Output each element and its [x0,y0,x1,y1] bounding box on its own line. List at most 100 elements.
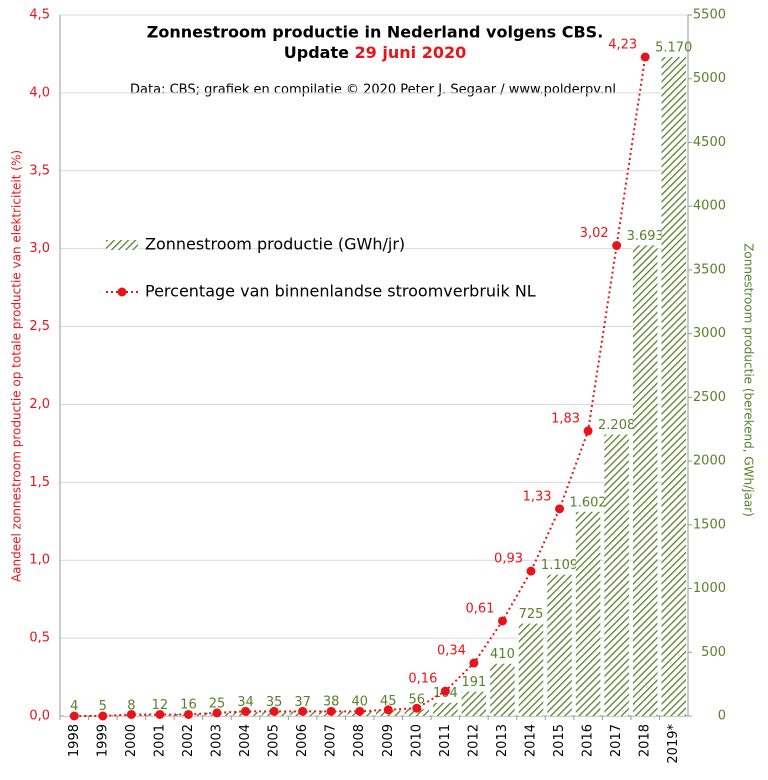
bar [575,511,601,716]
point [126,709,136,719]
x-tick-label: 2000 [124,724,139,757]
bar-value-label: 37 [294,695,311,710]
x-tick-label: 2013 [495,724,510,757]
y2-tick-label: 0 [718,709,726,724]
x-tick-label: 2006 [295,724,310,757]
bar [433,702,458,716]
x-tick-label: 1999 [95,724,110,757]
y2-tick-label: 1000 [693,581,726,596]
x-tick-label: 2011 [438,724,453,757]
bar-value-label: 1.602 [569,495,606,510]
bar-value-label: 1.109 [541,558,578,573]
bar-value-label: 725 [519,607,544,622]
point-value-label: 0,61 [466,601,495,616]
bar-value-label: 45 [380,694,397,709]
y2-tick-label: 4000 [693,199,726,214]
bar-value-label: 16 [180,697,197,712]
y-tick-label: 3,0 [29,241,50,256]
y2-tick-label: 5500 [693,8,726,23]
bar-value-label: 8 [127,698,135,713]
point-value-label: 0,16 [408,672,437,687]
y2-tick-label: 4500 [693,135,726,150]
y2-tick-label: 3000 [693,326,726,341]
point [69,711,79,721]
x-tick-label: 2014 [524,724,539,757]
point [612,241,622,251]
legend-swatch-point [117,287,127,297]
y-axis-label: Aandeel zonnestroom productie op totale … [10,150,24,582]
y2-tick-label: 1500 [693,517,726,532]
x-tick-label: 2005 [267,724,282,757]
y-tick-label: 4,5 [29,8,50,23]
y-tick-label: 2,5 [29,319,50,334]
point [526,566,536,576]
point [640,52,650,62]
bar [661,57,687,717]
point-value-label: 3,02 [580,226,609,241]
x-tick-label: 2002 [181,724,196,757]
point [155,709,165,719]
y-tick-label: 3,5 [29,163,50,178]
bar [604,434,629,716]
bar [547,574,572,716]
legend-label: Percentage van binnenlandse stroomverbru… [145,282,536,301]
x-tick-label: 2015 [552,724,567,757]
x-tick-label: 2018 [638,724,653,757]
bar-value-label: 2.208 [598,418,635,433]
bar-value-label: 3.693 [627,229,664,244]
subtitle: Update 29 juni 2020 [284,43,466,62]
x-tick-label: 2008 [352,724,367,757]
point-value-label: 1,33 [523,489,552,504]
x-tick-label: 2010 [409,724,424,757]
x-tick-label: 2004 [238,724,253,757]
bar [518,623,544,716]
point [497,616,507,626]
x-tick-label: 2003 [210,724,225,757]
point [241,706,251,716]
y-tick-label: 2,0 [29,397,50,412]
point-value-label: 0,93 [494,552,523,567]
bar [632,245,658,716]
point [212,708,222,718]
update-label: Update [284,43,349,62]
bar-value-label: 191 [461,675,486,690]
bar-value-label: 12 [152,698,169,713]
bar-value-label: 5.170 [655,41,692,56]
point [383,705,393,715]
point [269,706,279,716]
y-tick-label: 0,5 [29,631,50,646]
point [326,706,336,716]
point [298,706,308,716]
bar [461,691,487,716]
point [412,703,422,713]
y2-tick-label: 2000 [693,454,726,469]
y-tick-label: 1,5 [29,475,50,490]
point [555,504,565,514]
bar-value-label: 40 [351,694,368,709]
source: Data: CBS; grafiek en compilatie © 2020 … [130,83,616,98]
y-tick-label: 0,0 [29,709,50,724]
bar-value-label: 38 [323,695,340,710]
y2-tick-label: 3500 [693,262,726,277]
x-tick-label: 2016 [581,724,596,757]
x-tick-label: 2012 [466,724,481,757]
bar-value-label: 34 [237,695,254,710]
point [583,426,593,436]
point [469,658,479,668]
point [183,709,193,719]
bar-value-label: 5 [99,699,107,714]
bar [490,663,515,716]
bar-value-label: 410 [490,647,515,662]
bar-value-label: 56 [409,692,426,707]
x-tick-label: 1998 [67,724,82,757]
point-value-label: 0,34 [437,644,466,659]
y2-tick-label: 5000 [693,71,726,86]
point [98,711,108,721]
update-date: 29 juni 2020 [355,43,467,62]
legend-swatch [106,240,138,250]
x-tick-label: 2009 [381,724,396,757]
x-tick-label: 2019* [666,724,681,764]
y-tick-label: 1,0 [29,553,50,568]
legend-label: Zonnestroom productie (GWh/jr) [145,235,405,254]
